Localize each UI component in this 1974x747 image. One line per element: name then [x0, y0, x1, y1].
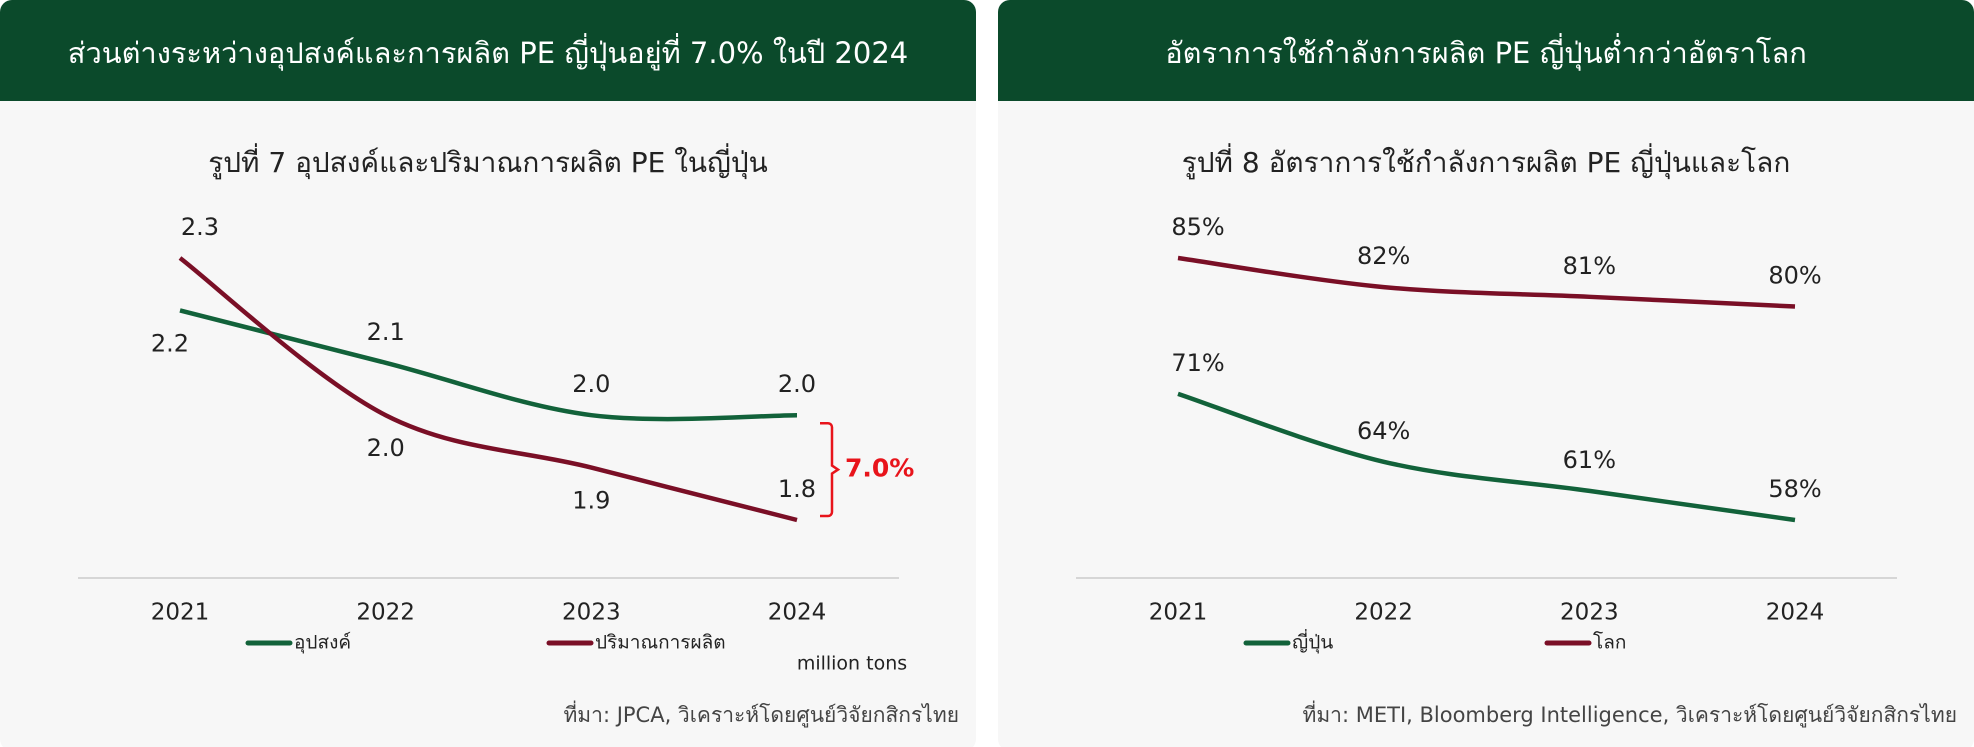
panel-header-text: อัตราการใช้กำลังการผลิต PE ญี่ปุ่นต่ำกว่…: [1165, 33, 1807, 71]
unit-label: million tons: [797, 653, 907, 675]
line: [178, 256, 798, 523]
source: ที่มา: METI, Bloomberg Intelligence, วิเ…: [1303, 700, 1958, 728]
data-label: 61%: [1563, 446, 1616, 474]
x-tick-label: 2021: [1149, 600, 1208, 626]
line: [1177, 391, 1796, 523]
data-label: 80%: [1768, 262, 1821, 290]
legend-label: ปริมาณการผลิต: [595, 632, 726, 654]
bracket: [820, 421, 841, 518]
source: ที่มา: JPCA, วิเคราะห์โดยศูนย์วิจัยกสิกร…: [563, 700, 959, 728]
data-label: 71%: [1171, 349, 1224, 377]
x-tick-label: 2024: [1766, 600, 1825, 626]
x-tick-label: 2023: [1560, 600, 1619, 626]
data-label: 2.1: [367, 318, 405, 346]
annotation: 7.0%: [845, 454, 914, 483]
x-tick-label: 2024: [768, 600, 827, 626]
data-label: 82%: [1357, 242, 1410, 270]
legend-label: ญี่ปุ่น: [1292, 629, 1333, 655]
data-label: 2.0: [572, 370, 610, 398]
panel-bg: [998, 0, 1974, 747]
data-label: 64%: [1357, 417, 1410, 445]
panel-bg: [0, 0, 976, 747]
chart-title: รูปที่ 8 อัตราการใช้กำลังการผลิต PE ญี่ป…: [1182, 143, 1791, 180]
panel-header: [0, 0, 976, 101]
x-tick-label: 2021: [151, 600, 210, 626]
panel: อัตราการใช้กำลังการผลิต PE ญี่ปุ่นต่ำกว่…: [998, 0, 1974, 747]
x-tick-label: 2022: [1354, 600, 1413, 626]
legend-label: โลก: [1593, 631, 1626, 654]
data-label: 81%: [1563, 252, 1616, 280]
data-label: 2.0: [778, 370, 816, 398]
data-label: 2.0: [367, 434, 405, 462]
panel: ส่วนต่างระหว่างอุปสงค์และการผลิต PE ญี่ป…: [0, 0, 976, 747]
panel-header: [998, 0, 1974, 101]
data-label: 85%: [1171, 213, 1224, 241]
data-label: 1.9: [572, 487, 610, 515]
panel-header-text: ส่วนต่างระหว่างอุปสงค์และการผลิต PE ญี่ป…: [68, 33, 908, 71]
legend-label: อุปสงค์: [294, 632, 351, 655]
x-tick-label: 2022: [356, 600, 415, 626]
chart-title: รูปที่ 7 อุปสงค์และปริมาณการผลิต PE ในญี…: [208, 143, 768, 180]
data-label: 58%: [1768, 475, 1821, 503]
data-label: 1.8: [778, 475, 816, 503]
line: [1177, 255, 1796, 309]
x-tick-label: 2023: [562, 600, 621, 626]
data-label: 2.2: [151, 329, 189, 357]
data-label: 2.3: [181, 213, 219, 241]
